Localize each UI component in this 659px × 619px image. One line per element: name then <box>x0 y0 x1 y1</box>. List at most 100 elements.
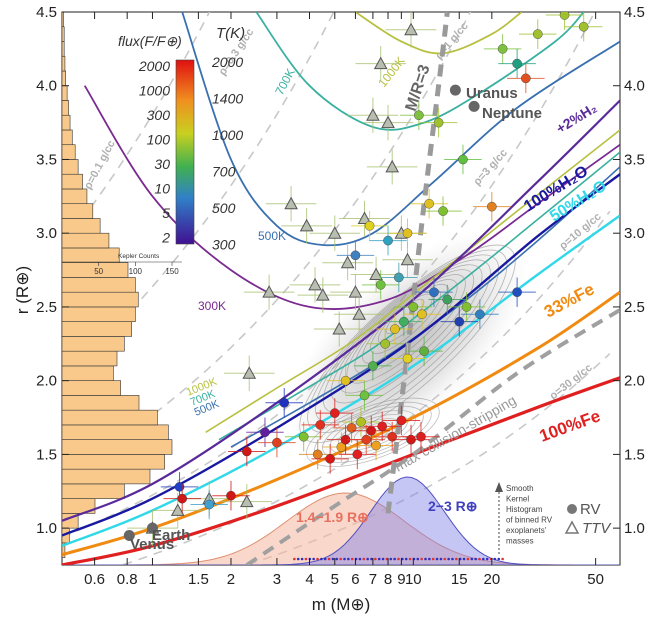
kepler-hist-bar <box>62 247 120 263</box>
rv-planet-19 <box>366 426 377 436</box>
legend-rv-marker <box>567 504 577 514</box>
kepler-hist-bar <box>62 365 114 381</box>
rv-planet-52 <box>414 110 424 121</box>
y-tick-label: 1.0 <box>36 520 57 537</box>
cloud-inner-contour-6 <box>353 422 392 443</box>
kepler-hist-bar <box>62 144 76 160</box>
rv-planet-9 <box>312 449 323 460</box>
kernel-note-line: exoplanets' <box>506 526 547 535</box>
x-tick-label: 10 <box>405 571 422 588</box>
ttv-planet-1 <box>170 503 185 516</box>
colorbar-flux-tick: 2000 <box>138 58 170 74</box>
composition-curve <box>62 214 620 547</box>
kernel-note-line: Smooth <box>506 484 534 493</box>
ttv-planet-14 <box>357 211 372 224</box>
rv-planet-43 <box>375 280 386 290</box>
label-uranus: Uranus <box>466 85 518 102</box>
y-tick-label: 4.0 <box>36 78 57 95</box>
rv-planet-57 <box>559 12 570 20</box>
colorbar-temp-tick: 500 <box>212 200 236 216</box>
ttv-planet-19 <box>404 22 418 36</box>
solar-planet-neptune <box>468 100 480 112</box>
rv-planet-8 <box>298 431 309 442</box>
ttv-planet-6 <box>284 196 298 210</box>
rv-planet-31 <box>399 316 409 327</box>
kde-rug-dot <box>312 557 315 561</box>
ttv-planet-3 <box>239 494 254 508</box>
kde-rug-dot <box>420 557 423 561</box>
x-tick-label: 50 <box>587 571 604 588</box>
x-tick-label: 0.8 <box>117 571 138 588</box>
x-tick-label: 8 <box>384 571 392 588</box>
colorbar-temp-tick: 1400 <box>212 91 243 107</box>
rv-planet-20 <box>371 440 381 451</box>
colorbar-flux-tick: 1000 <box>139 83 170 99</box>
solar-planet-venus <box>123 530 135 542</box>
colorbar-flux-tick: 2 <box>161 230 170 246</box>
rv-planet-1 <box>177 493 187 504</box>
colorbar-temp-tick: 1000 <box>212 127 243 143</box>
rv-planet-28 <box>340 375 351 386</box>
solar-planet-uranus <box>449 84 461 96</box>
x-tick-label: 4 <box>305 571 313 588</box>
kde-rug-dot <box>474 557 477 561</box>
ttv-planet-22 <box>381 115 395 129</box>
rv-planet-39 <box>512 287 522 297</box>
kde-rug-dot <box>339 557 342 561</box>
rv-planet-54 <box>512 58 522 69</box>
kde-rug-dot <box>451 557 454 561</box>
kernel-note-line: of binned RV <box>506 516 553 525</box>
y-tick-label-right: 3.5 <box>624 151 645 168</box>
kde-rug-dot <box>293 557 296 561</box>
kernel-note-line: Kernel <box>506 495 529 504</box>
kde-rug-dot <box>377 557 381 561</box>
kepler-hist-bar <box>62 395 140 411</box>
rv-planet-41 <box>402 353 413 364</box>
axis-ticks: 0.6 0.8 1 1.5 2 3 4 5 6 7 8 9 10 15 20 501.0 1.01.5 1.52.… <box>36 4 645 588</box>
kepler-hist-bar <box>62 203 94 219</box>
density-line-4 <box>119 210 611 565</box>
y-tick-label: 2.5 <box>36 299 57 316</box>
kde-rug-dot <box>350 557 354 561</box>
colorbar-ticks: 2000 1000 300 100 30 10 5 2 2000 1400 1000 700 500 30… <box>138 54 244 253</box>
kepler-hist-bar <box>62 41 65 57</box>
kde-rug-dot <box>296 557 300 561</box>
rv-planet-53 <box>497 44 508 54</box>
x-tick-label: 9 <box>397 571 405 588</box>
kepler-hist-bar <box>62 424 169 440</box>
kde-rug-dot <box>343 557 346 561</box>
kepler-count-ticks: 50 100 150 <box>62 261 182 276</box>
x-tick-label: 1 <box>148 571 156 588</box>
kde-rug-dot <box>358 557 362 561</box>
kde-rug-dot <box>320 557 323 561</box>
colorbar-flux-tick: 300 <box>147 107 171 123</box>
y-tick-label-right: 1.0 <box>624 520 645 537</box>
label-venus: Venus <box>130 536 174 553</box>
colorbar-flux-label: flux(F/F⊕) <box>118 33 182 49</box>
solar-planet-earth <box>146 522 158 534</box>
x-tick-label: 1.5 <box>188 571 209 588</box>
legend-ttv-label: TTV <box>582 520 612 537</box>
rv-planet-36 <box>454 316 465 327</box>
kde-rug-dot <box>366 557 369 561</box>
plot-frame <box>61 11 621 566</box>
kepler-hist-bar <box>62 232 110 249</box>
rv-planet-51 <box>458 154 468 165</box>
kepler-hist-bar <box>62 306 136 322</box>
label-neptune: Neptune <box>482 105 542 122</box>
ttv-planet-9 <box>316 288 330 301</box>
kepler-hist-bar <box>62 55 66 72</box>
colorbar-gradient <box>175 59 195 245</box>
y-tick-label: 1.5 <box>36 446 57 463</box>
ttv-planet-15 <box>366 108 380 121</box>
ttv-planet-8 <box>308 277 322 291</box>
kde-rug-dot <box>439 557 443 561</box>
kde-rug-dot <box>374 557 377 561</box>
x-tick-label: 0.6 <box>84 571 105 588</box>
kde-rug-dot <box>424 557 427 561</box>
rv-planet-4 <box>242 446 252 457</box>
colorbar-flux-tick: 10 <box>154 181 170 197</box>
rv-planet-44 <box>350 250 361 261</box>
kde-rug-dot <box>485 557 489 561</box>
ttv-planet-11 <box>340 255 355 269</box>
